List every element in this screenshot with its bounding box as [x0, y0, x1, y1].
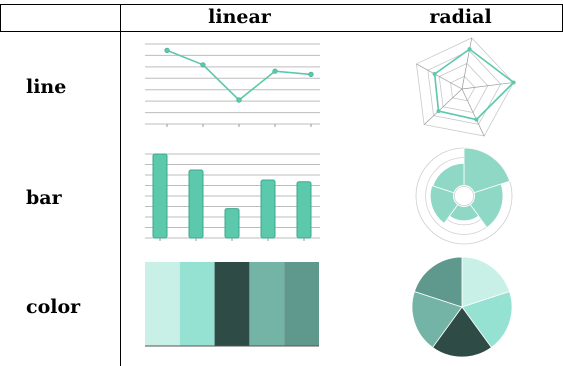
column-divider [120, 4, 121, 366]
table-header-border [0, 31, 563, 32]
header-radial: radial [429, 6, 492, 28]
pie-slice [461, 256, 511, 308]
table-top-border [0, 4, 563, 5]
radial-grid-ring [427, 50, 502, 125]
data-point [200, 62, 206, 68]
radial-color-chart [411, 256, 513, 358]
color-band [284, 262, 319, 346]
radial-axis [423, 88, 463, 125]
linear-line-chart [145, 43, 320, 127]
data-point [474, 117, 479, 122]
series-line [166, 49, 312, 102]
radial-bar [432, 162, 465, 194]
radial-bar [463, 147, 511, 194]
data-point [164, 47, 170, 53]
pie-slice [432, 306, 492, 358]
color-band [214, 262, 250, 346]
data-point [511, 80, 516, 85]
table-left-border [0, 4, 1, 32]
linear-color-chart [145, 262, 319, 347]
row-label-color: color [26, 296, 81, 318]
series-line [433, 48, 515, 121]
data-point [432, 71, 437, 76]
pie-slice [461, 291, 513, 349]
radial-axis [461, 88, 485, 137]
pie-slice [413, 256, 463, 308]
color-band [249, 262, 285, 346]
radial-line-chart [415, 37, 516, 137]
bar [152, 153, 168, 239]
bar [188, 169, 204, 239]
data-point [236, 97, 242, 103]
data-point [436, 109, 441, 114]
bar [260, 179, 276, 239]
radial-grid-ring [450, 75, 476, 102]
row-label-line: line [26, 76, 67, 98]
radial-bar-chart [415, 147, 513, 245]
radial-grid-ring [454, 186, 475, 207]
radial-bar [469, 183, 504, 229]
color-band [179, 262, 215, 346]
data-point [272, 68, 278, 74]
data-point [467, 47, 472, 52]
radial-grid-ring [438, 62, 489, 113]
radial-axis [461, 37, 473, 90]
pie-slice [411, 291, 463, 349]
bar [296, 181, 312, 239]
bar [224, 208, 240, 239]
data-point [308, 71, 314, 78]
radial-axis [416, 63, 463, 90]
header-linear: linear [208, 6, 271, 28]
color-band [145, 262, 180, 346]
linear-bar-chart [145, 153, 320, 241]
radial-grid-ring [415, 37, 515, 137]
radial-axis [461, 82, 514, 90]
row-label-bar: bar [26, 187, 62, 209]
radial-bar [429, 185, 459, 224]
